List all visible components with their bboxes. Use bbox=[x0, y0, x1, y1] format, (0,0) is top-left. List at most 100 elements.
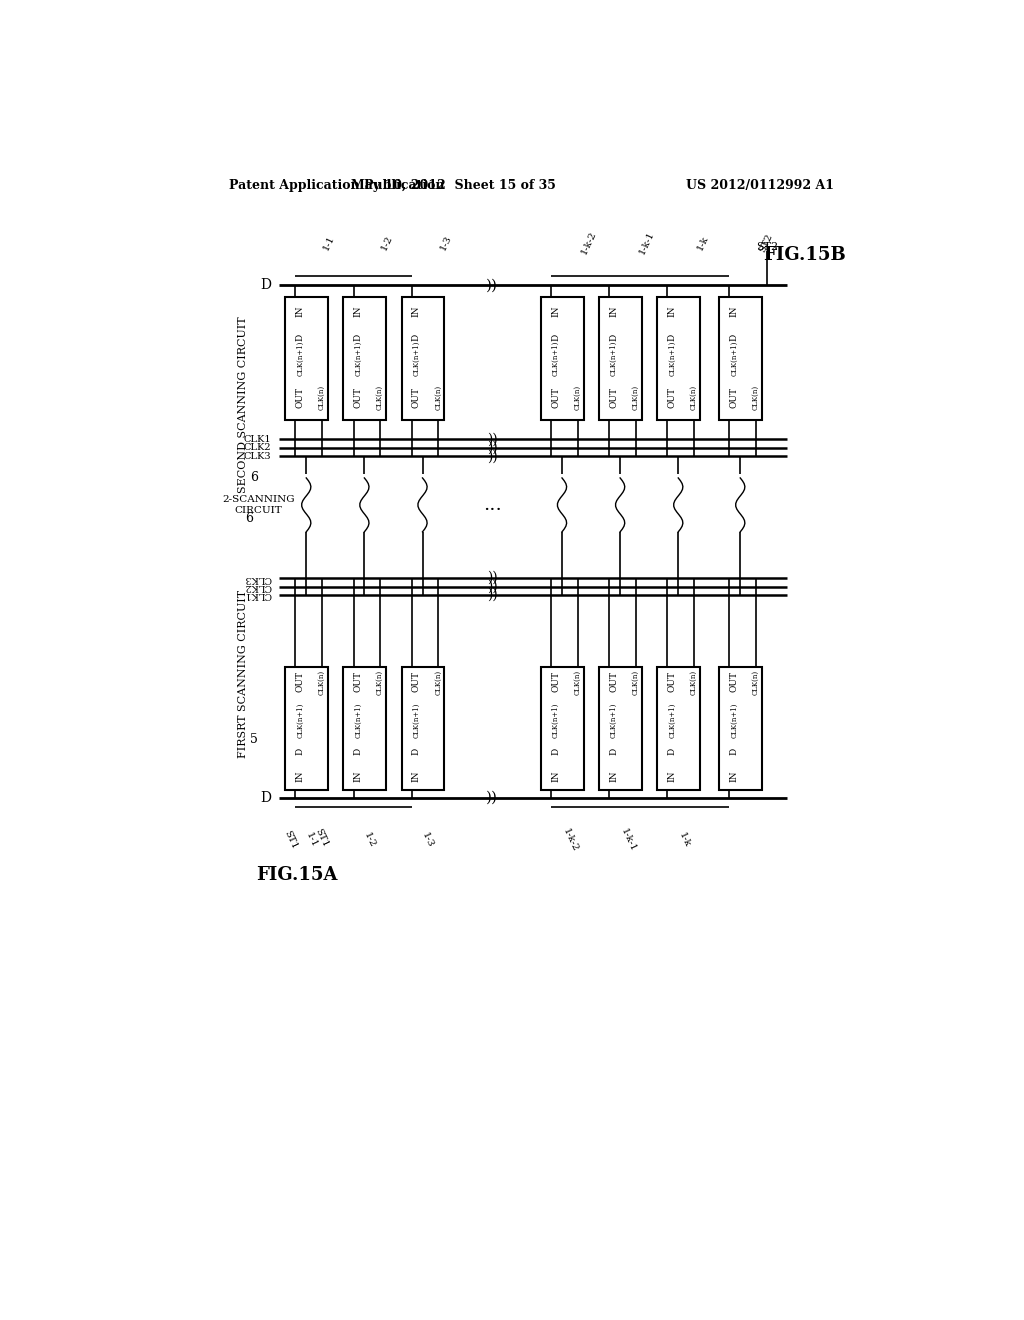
Text: CLK(n): CLK(n) bbox=[434, 384, 442, 409]
Text: OUT: OUT bbox=[609, 387, 618, 408]
Text: CLK(n): CLK(n) bbox=[690, 669, 697, 694]
Text: CLK1: CLK1 bbox=[244, 436, 271, 444]
Text: 1-k-1: 1-k-1 bbox=[637, 230, 655, 256]
Text: D: D bbox=[353, 747, 362, 755]
Text: IN: IN bbox=[412, 305, 421, 317]
Bar bbox=[401, 667, 444, 789]
Text: 1-k: 1-k bbox=[695, 234, 710, 252]
Bar bbox=[657, 297, 700, 420]
Text: D: D bbox=[260, 791, 271, 804]
Text: US 2012/0112992 A1: US 2012/0112992 A1 bbox=[686, 178, 834, 191]
Text: IN: IN bbox=[296, 770, 304, 781]
Text: ...: ... bbox=[483, 496, 502, 513]
Text: D: D bbox=[668, 747, 677, 755]
Text: FIRSRT SCANNING CIRCUIT: FIRSRT SCANNING CIRCUIT bbox=[238, 590, 248, 759]
Text: 6: 6 bbox=[250, 471, 258, 484]
Text: 1-k-2: 1-k-2 bbox=[579, 230, 598, 256]
Text: IN: IN bbox=[609, 770, 618, 781]
Text: IN: IN bbox=[609, 305, 618, 317]
Text: CLK(n+1): CLK(n+1) bbox=[668, 702, 676, 738]
Text: 1-3: 1-3 bbox=[420, 830, 435, 849]
Text: CLK(n+1): CLK(n+1) bbox=[730, 702, 738, 738]
Text: CLK(n+1): CLK(n+1) bbox=[354, 702, 362, 738]
Text: )): )) bbox=[486, 279, 499, 293]
Text: CLK(n+1): CLK(n+1) bbox=[296, 702, 304, 738]
Text: OUT: OUT bbox=[353, 387, 362, 408]
Text: IN: IN bbox=[668, 305, 677, 317]
Text: ST1: ST1 bbox=[283, 829, 299, 850]
Text: CLK1: CLK1 bbox=[244, 590, 271, 599]
Text: 1-1: 1-1 bbox=[322, 234, 337, 252]
Text: OUT: OUT bbox=[412, 672, 421, 693]
Text: FIG.15B: FIG.15B bbox=[764, 246, 846, 264]
Bar bbox=[343, 297, 386, 420]
Text: 1-2: 1-2 bbox=[380, 234, 394, 252]
Bar bbox=[541, 297, 584, 420]
Text: CLK(n+1): CLK(n+1) bbox=[610, 702, 617, 738]
Text: D: D bbox=[609, 334, 618, 341]
Text: CLK(n+1): CLK(n+1) bbox=[668, 341, 676, 376]
Text: CLK(n): CLK(n) bbox=[376, 384, 384, 409]
Text: CLK(n+1): CLK(n+1) bbox=[354, 341, 362, 376]
Text: OUT: OUT bbox=[668, 387, 677, 408]
Text: OUT: OUT bbox=[551, 387, 560, 408]
Text: SECOND SCANNING CIRCUIT: SECOND SCANNING CIRCUIT bbox=[238, 317, 248, 494]
Text: CLK(n): CLK(n) bbox=[632, 669, 640, 694]
Text: CLK(n): CLK(n) bbox=[690, 384, 697, 409]
Text: FIG.15A: FIG.15A bbox=[256, 866, 337, 883]
Text: OUT: OUT bbox=[296, 672, 304, 693]
Text: CLK2: CLK2 bbox=[244, 582, 271, 591]
Text: CLK3: CLK3 bbox=[244, 574, 271, 582]
Text: CLK(n+1): CLK(n+1) bbox=[296, 341, 304, 376]
Text: OUT: OUT bbox=[296, 387, 304, 408]
Text: IN: IN bbox=[551, 305, 560, 317]
Text: D: D bbox=[412, 334, 421, 341]
Text: OUT: OUT bbox=[729, 672, 738, 693]
Text: OUT: OUT bbox=[668, 672, 677, 693]
Text: 6: 6 bbox=[246, 512, 254, 525]
Text: CLK(n+1): CLK(n+1) bbox=[413, 702, 420, 738]
Text: May 10, 2012  Sheet 15 of 35: May 10, 2012 Sheet 15 of 35 bbox=[351, 178, 556, 191]
Text: OUT: OUT bbox=[729, 387, 738, 408]
Text: IN: IN bbox=[412, 770, 421, 781]
Text: IN: IN bbox=[729, 305, 738, 317]
Text: 1-k: 1-k bbox=[678, 832, 692, 849]
Text: IN: IN bbox=[353, 305, 362, 317]
Text: CLK(n): CLK(n) bbox=[434, 669, 442, 694]
Text: )): )) bbox=[486, 441, 498, 455]
Bar bbox=[657, 667, 700, 789]
Bar bbox=[719, 667, 762, 789]
Text: CLK(n): CLK(n) bbox=[573, 669, 582, 694]
Text: CLK(n): CLK(n) bbox=[752, 669, 760, 694]
Bar bbox=[541, 667, 584, 789]
Text: )): )) bbox=[486, 791, 499, 804]
Text: D: D bbox=[296, 334, 304, 341]
Text: D: D bbox=[668, 334, 677, 341]
Text: CLK(n): CLK(n) bbox=[573, 384, 582, 409]
Text: OUT: OUT bbox=[551, 672, 560, 693]
Bar bbox=[286, 297, 328, 420]
Text: D: D bbox=[412, 747, 421, 755]
Text: OUT: OUT bbox=[412, 387, 421, 408]
Text: D: D bbox=[260, 279, 271, 293]
Bar bbox=[599, 297, 642, 420]
Text: CLK(n+1): CLK(n+1) bbox=[610, 341, 617, 376]
Text: Patent Application Publication: Patent Application Publication bbox=[228, 178, 444, 191]
Bar bbox=[719, 297, 762, 420]
Text: CLK(n): CLK(n) bbox=[376, 669, 384, 694]
Text: )): )) bbox=[486, 579, 498, 594]
Text: CLK(n+1): CLK(n+1) bbox=[730, 341, 738, 376]
Text: CLK(n): CLK(n) bbox=[317, 384, 326, 409]
Text: 2-SCANNING
CIRCUIT: 2-SCANNING CIRCUIT bbox=[222, 495, 295, 515]
Text: )): )) bbox=[486, 587, 498, 602]
Text: D: D bbox=[551, 334, 560, 341]
Text: IN: IN bbox=[729, 770, 738, 781]
Text: IN: IN bbox=[551, 770, 560, 781]
Bar bbox=[599, 667, 642, 789]
Text: 1-2: 1-2 bbox=[362, 830, 377, 849]
Text: ST2: ST2 bbox=[757, 242, 778, 252]
Text: ST1
1-1: ST1 1-1 bbox=[304, 826, 330, 853]
Text: CLK3: CLK3 bbox=[244, 451, 271, 461]
Text: CLK2: CLK2 bbox=[244, 444, 271, 453]
Text: IN: IN bbox=[296, 305, 304, 317]
